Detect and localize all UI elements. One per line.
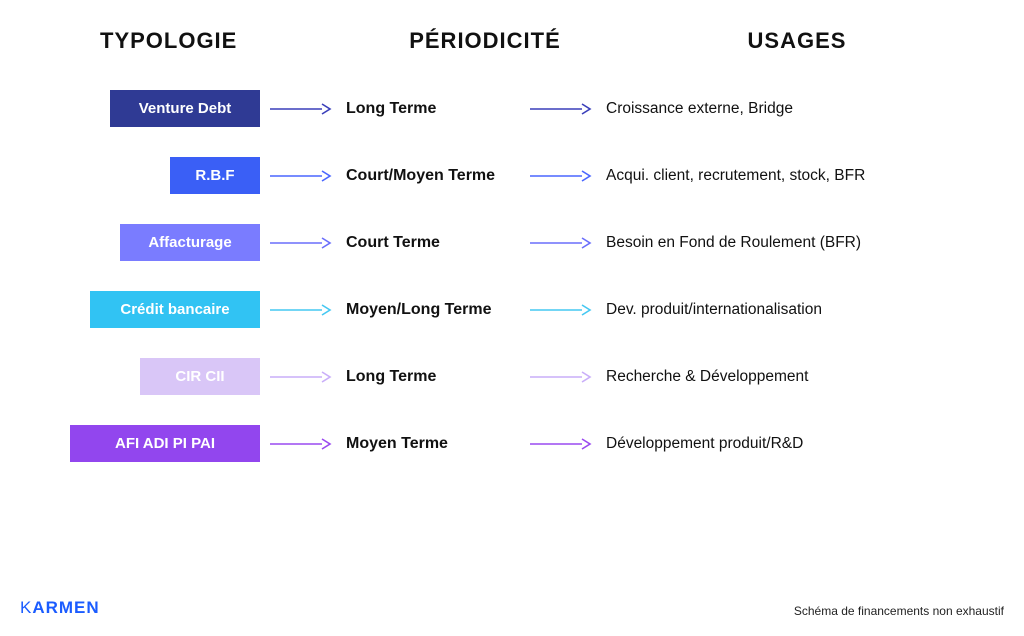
usage-text: Croissance externe, Bridge xyxy=(600,100,954,118)
header-periodicite: PÉRIODICITÉ xyxy=(330,28,640,54)
period-label: Moyen Terme xyxy=(340,434,520,453)
chip-wrap: CIR CII xyxy=(70,358,260,395)
arrow-to-period xyxy=(260,425,340,462)
financing-row: AFI ADI PI PAI Moyen Terme Développement… xyxy=(70,425,954,462)
chip-wrap: R.B.F xyxy=(70,157,260,194)
arrow-to-usage xyxy=(520,425,600,462)
arrow-to-usage xyxy=(520,157,600,194)
footer: KARMEN Schéma de financements non exhaus… xyxy=(20,598,1004,618)
arrow-icon xyxy=(268,234,332,252)
typology-chip: AFI ADI PI PAI xyxy=(70,425,260,462)
typology-chip: Affacturage xyxy=(120,224,260,261)
arrow-to-period xyxy=(260,224,340,261)
column-headers: TYPOLOGIE PÉRIODICITÉ USAGES xyxy=(20,28,1004,54)
brand-k: K xyxy=(20,598,32,617)
chip-wrap: Venture Debt xyxy=(70,90,260,127)
brand-rest: ARMEN xyxy=(32,598,99,617)
arrow-icon xyxy=(268,167,332,185)
typology-chip: CIR CII xyxy=(140,358,260,395)
typology-chip: Venture Debt xyxy=(110,90,260,127)
arrow-icon xyxy=(268,368,332,386)
arrow-to-usage xyxy=(520,90,600,127)
chip-wrap: Affacturage xyxy=(70,224,260,261)
period-label: Long Terme xyxy=(340,99,520,118)
arrow-to-period xyxy=(260,157,340,194)
arrow-to-usage xyxy=(520,291,600,328)
arrow-to-period xyxy=(260,90,340,127)
financing-row: CIR CII Long Terme Recherche & Développe… xyxy=(70,358,954,395)
arrow-to-usage xyxy=(520,224,600,261)
period-label: Long Terme xyxy=(340,367,520,386)
header-usages: USAGES xyxy=(640,28,954,54)
arrow-icon xyxy=(528,167,592,185)
financing-row: Crédit bancaire Moyen/Long Terme Dev. pr… xyxy=(70,291,954,328)
usage-text: Acqui. client, recrutement, stock, BFR xyxy=(600,167,954,185)
typology-chip: Crédit bancaire xyxy=(90,291,260,328)
usage-text: Développement produit/R&D xyxy=(600,435,954,453)
rows-container: Venture Debt Long Terme Croissance exter… xyxy=(20,90,1004,462)
arrow-to-period xyxy=(260,291,340,328)
arrow-icon xyxy=(268,100,332,118)
chip-wrap: Crédit bancaire xyxy=(70,291,260,328)
arrow-icon xyxy=(528,234,592,252)
header-typologie: TYPOLOGIE xyxy=(70,28,330,54)
arrow-icon xyxy=(528,368,592,386)
arrow-icon xyxy=(268,435,332,453)
usage-text: Besoin en Fond de Roulement (BFR) xyxy=(600,234,954,252)
usage-text: Recherche & Développement xyxy=(600,368,954,386)
arrow-icon xyxy=(268,301,332,319)
arrow-icon xyxy=(528,435,592,453)
financing-row: R.B.F Court/Moyen Terme Acqui. client, r… xyxy=(70,157,954,194)
arrow-to-period xyxy=(260,358,340,395)
chip-wrap: AFI ADI PI PAI xyxy=(70,425,260,462)
arrow-to-usage xyxy=(520,358,600,395)
usage-text: Dev. produit/internationalisation xyxy=(600,301,954,319)
arrow-icon xyxy=(528,301,592,319)
financing-row: Venture Debt Long Terme Croissance exter… xyxy=(70,90,954,127)
period-label: Moyen/Long Terme xyxy=(340,300,520,319)
typology-chip: R.B.F xyxy=(170,157,260,194)
financing-row: Affacturage Court Terme Besoin en Fond d… xyxy=(70,224,954,261)
period-label: Court/Moyen Terme xyxy=(340,166,520,185)
arrow-icon xyxy=(528,100,592,118)
period-label: Court Terme xyxy=(340,233,520,252)
footnote-text: Schéma de financements non exhaustif xyxy=(794,604,1004,618)
brand-logo: KARMEN xyxy=(20,598,100,618)
